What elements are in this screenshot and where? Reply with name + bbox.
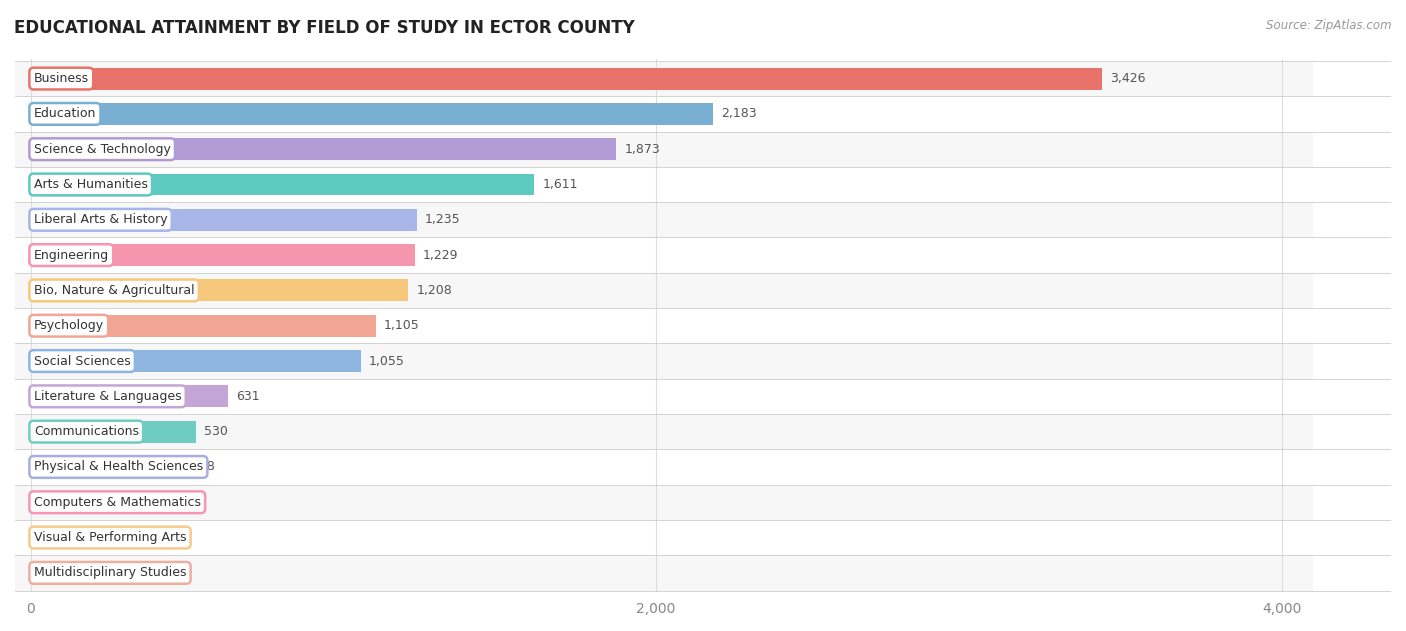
Text: EDUCATIONAL ATTAINMENT BY FIELD OF STUDY IN ECTOR COUNTY: EDUCATIONAL ATTAINMENT BY FIELD OF STUDY… — [14, 19, 636, 37]
Bar — [0, 520, 1313, 555]
Bar — [0, 485, 1313, 520]
Bar — [31, 174, 534, 196]
Text: Physical & Health Sciences: Physical & Health Sciences — [34, 461, 202, 473]
Text: 1,105: 1,105 — [384, 319, 420, 333]
Bar — [31, 386, 228, 407]
Text: 631: 631 — [236, 390, 260, 403]
Text: Communications: Communications — [34, 425, 139, 438]
Text: 298: 298 — [132, 567, 156, 579]
Text: Multidisciplinary Studies: Multidisciplinary Studies — [34, 567, 186, 579]
Text: 1,208: 1,208 — [416, 284, 451, 297]
Bar — [0, 555, 1313, 591]
Bar — [31, 280, 408, 302]
Bar — [0, 131, 1313, 167]
Text: Business: Business — [34, 72, 89, 85]
Bar — [31, 350, 360, 372]
Text: Social Sciences: Social Sciences — [34, 355, 131, 367]
Bar — [0, 414, 1313, 449]
Text: Literature & Languages: Literature & Languages — [34, 390, 181, 403]
Text: 3,426: 3,426 — [1109, 72, 1146, 85]
Text: Psychology: Psychology — [34, 319, 104, 333]
Text: 1,055: 1,055 — [368, 355, 405, 367]
Bar — [0, 343, 1313, 379]
Bar — [31, 527, 139, 548]
Text: Visual & Performing Arts: Visual & Performing Arts — [34, 531, 186, 544]
Bar — [31, 138, 616, 160]
Bar — [0, 167, 1313, 202]
Bar — [0, 202, 1313, 237]
Bar — [0, 273, 1313, 308]
Text: Engineering: Engineering — [34, 249, 108, 262]
Text: 1,611: 1,611 — [543, 178, 578, 191]
Text: 374: 374 — [156, 496, 179, 509]
Text: Education: Education — [34, 107, 96, 121]
Bar — [31, 421, 197, 442]
Bar — [31, 315, 377, 337]
Bar — [0, 237, 1313, 273]
Bar — [0, 97, 1313, 131]
Bar — [31, 562, 124, 584]
Text: 2,183: 2,183 — [721, 107, 756, 121]
Bar — [0, 308, 1313, 343]
Text: Computers & Mathematics: Computers & Mathematics — [34, 496, 201, 509]
Bar — [31, 103, 713, 125]
Bar — [31, 456, 183, 478]
Text: 530: 530 — [204, 425, 228, 438]
Bar — [31, 68, 1102, 90]
Text: Arts & Humanities: Arts & Humanities — [34, 178, 148, 191]
Bar — [31, 209, 416, 231]
Bar — [31, 492, 148, 513]
Text: Liberal Arts & History: Liberal Arts & History — [34, 213, 167, 227]
Text: Source: ZipAtlas.com: Source: ZipAtlas.com — [1267, 19, 1392, 32]
Text: Bio, Nature & Agricultural: Bio, Nature & Agricultural — [34, 284, 194, 297]
Bar — [31, 244, 415, 266]
Bar — [0, 61, 1313, 97]
Text: 1,873: 1,873 — [624, 143, 659, 156]
Text: 1,235: 1,235 — [425, 213, 460, 227]
Bar — [0, 379, 1313, 414]
Text: 1,229: 1,229 — [423, 249, 458, 262]
Text: Science & Technology: Science & Technology — [34, 143, 170, 156]
Bar — [0, 449, 1313, 485]
Text: 488: 488 — [191, 461, 215, 473]
Text: 348: 348 — [148, 531, 172, 544]
